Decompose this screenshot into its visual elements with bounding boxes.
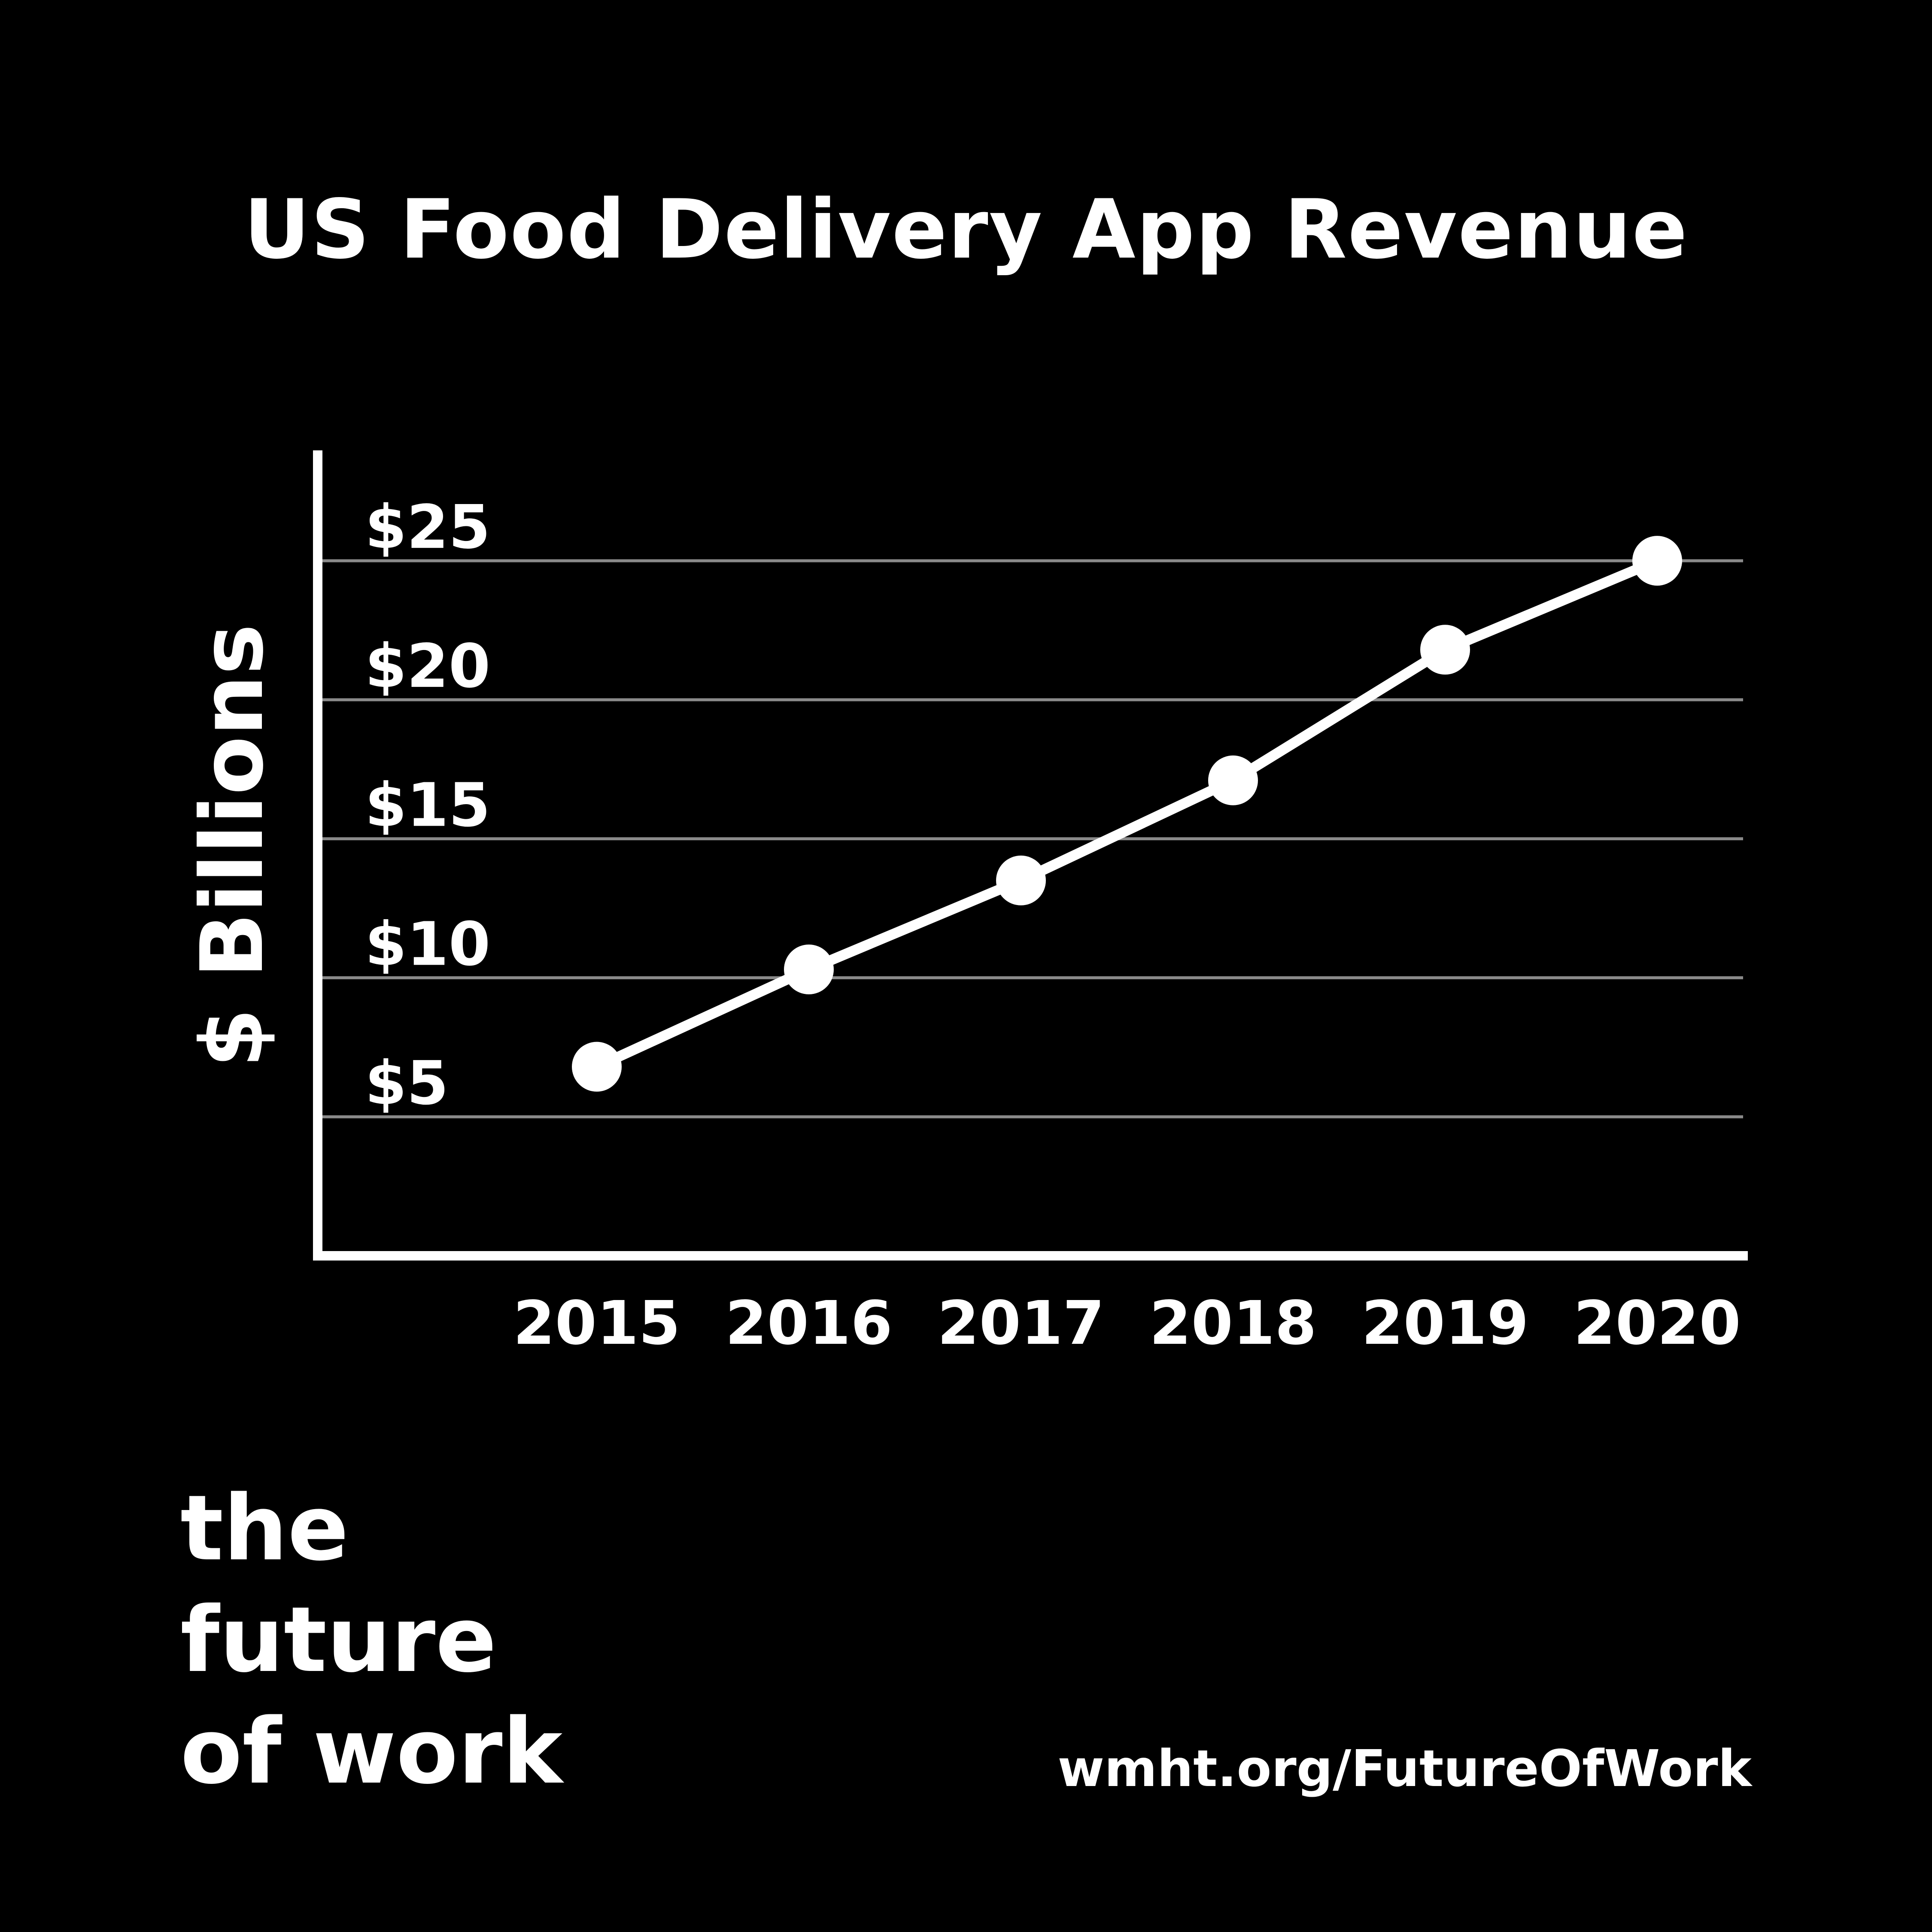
brand-line-2: future bbox=[180, 1587, 497, 1692]
y-tick-labels: $5 $10 $15 $20 $25 bbox=[365, 492, 490, 1118]
x-tick-labels: 2015 2016 2017 2018 2019 2020 bbox=[513, 1288, 1741, 1358]
data-point-2019 bbox=[1420, 625, 1470, 675]
y-axis-label-group: $ Billions bbox=[182, 624, 283, 1068]
chart-title: US Food Delivery App Revenue bbox=[243, 182, 1689, 277]
data-point-2020 bbox=[1632, 536, 1682, 586]
x-tick-label: 2020 bbox=[1574, 1288, 1741, 1358]
brand-logo-text: the future of work bbox=[180, 1473, 562, 1807]
y-tick-label: $10 bbox=[365, 909, 490, 979]
brand-line-1: the bbox=[180, 1476, 349, 1581]
website-url[interactable]: wmht.org/FutureOfWork bbox=[1057, 1739, 1752, 1798]
x-tick-label: 2015 bbox=[513, 1288, 680, 1358]
brand-line-3: of work bbox=[180, 1699, 563, 1804]
gridlines bbox=[318, 559, 1743, 1118]
data-point-2015 bbox=[572, 1042, 622, 1092]
y-axis-label: $ Billions bbox=[182, 624, 283, 1068]
axes bbox=[313, 450, 1748, 1261]
y-tick-label: $25 bbox=[365, 492, 490, 562]
series-revenue bbox=[572, 536, 1682, 1092]
x-tick-label: 2018 bbox=[1149, 1288, 1317, 1358]
y-tick-label: $15 bbox=[365, 771, 490, 841]
axis-lines bbox=[313, 450, 1748, 1261]
y-tick-label: $5 bbox=[365, 1048, 449, 1118]
x-tick-label: 2019 bbox=[1361, 1288, 1529, 1358]
data-point-2018 bbox=[1208, 755, 1258, 805]
x-tick-label: 2017 bbox=[937, 1288, 1105, 1358]
y-tick-label: $20 bbox=[365, 632, 490, 702]
data-point-2017 bbox=[996, 855, 1046, 905]
data-point-2016 bbox=[784, 945, 834, 995]
x-tick-label: 2016 bbox=[725, 1288, 893, 1358]
series-line bbox=[592, 556, 1662, 1072]
